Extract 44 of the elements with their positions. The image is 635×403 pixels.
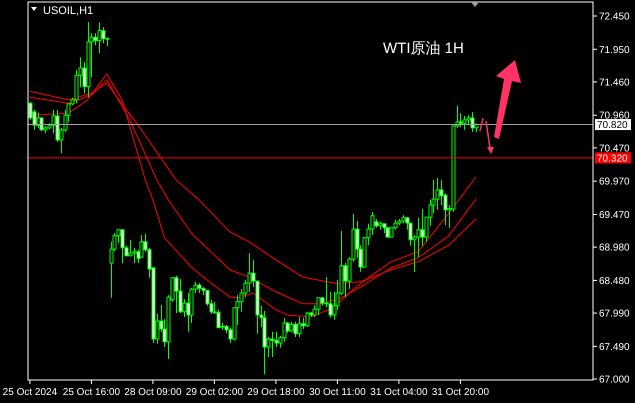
y-tick-label: 68.980 — [599, 242, 630, 254]
candlestick — [436, 177, 440, 210]
candlestick — [174, 275, 178, 314]
x-tick-label: 25 Oct 2024 — [2, 387, 58, 398]
y-tick-label: 70.470 — [599, 143, 630, 154]
candlestick — [270, 331, 274, 358]
candlestick — [316, 296, 320, 316]
candlestick — [86, 21, 90, 98]
x-tick-label: 31 Oct 04:00 — [370, 387, 428, 398]
candlestick — [290, 321, 294, 333]
candlestick — [386, 226, 390, 238]
candlestick — [306, 311, 310, 328]
y-tick-label: 71.950 — [599, 44, 630, 56]
candlestick — [178, 278, 182, 314]
ref-line-label: 70.820 — [597, 120, 628, 132]
candlestick — [294, 321, 298, 338]
y-tick-label: 69.970 — [599, 176, 630, 188]
candlestick — [40, 116, 44, 132]
candlestick — [382, 223, 386, 234]
y-tick-label: 69.470 — [599, 210, 630, 221]
x-tick-label: 29 Oct 18:00 — [247, 387, 305, 398]
chart-title: USOIL,H1 — [43, 5, 94, 17]
candlestick — [98, 22, 102, 54]
ref-line-label: 70.320 — [597, 153, 628, 164]
candlestick — [198, 282, 202, 294]
y-tick-label: 67.490 — [599, 342, 630, 353]
candlestick — [470, 111, 474, 132]
y-tick-label: 72.450 — [599, 11, 630, 22]
candlestick — [462, 115, 466, 130]
candlestick — [298, 316, 302, 338]
y-tick-label: 67.000 — [599, 374, 630, 386]
x-tick-label: 29 Oct 02:00 — [186, 387, 244, 398]
x-tick-label: 25 Oct 16:00 — [62, 387, 120, 398]
y-tick-label: 67.990 — [599, 308, 630, 320]
candlestick — [398, 218, 402, 226]
x-tick-label: 28 Oct 09:00 — [124, 387, 182, 398]
y-tick-label: 70.960 — [599, 110, 630, 122]
x-tick-label: 31 Oct 20:00 — [432, 387, 490, 398]
y-tick-label: 71.460 — [599, 77, 630, 88]
candlestick — [120, 229, 124, 264]
annotation: WTI原油 1H — [383, 40, 464, 57]
x-tick-label: 30 Oct 11:00 — [309, 387, 366, 398]
y-tick-label: 68.480 — [599, 276, 630, 287]
candlestick — [378, 221, 382, 230]
